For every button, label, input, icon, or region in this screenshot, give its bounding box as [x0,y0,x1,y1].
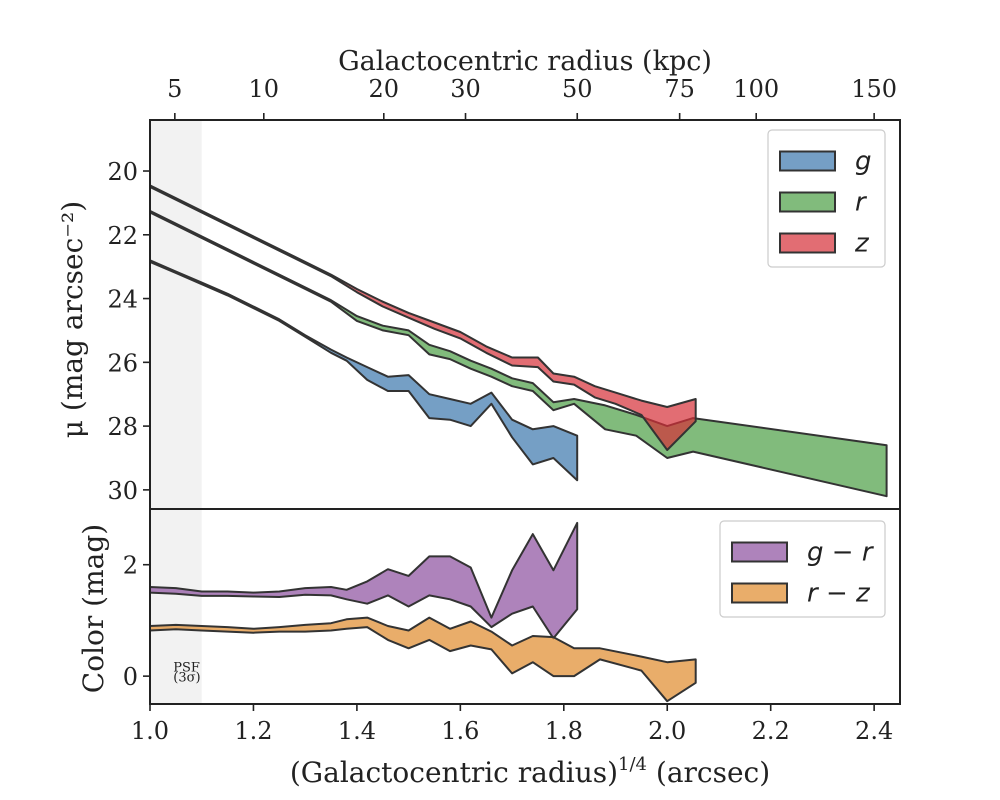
psf-region-top [150,120,202,509]
kpc-tick-label: 30 [450,75,481,103]
kpc-tick-label: 20 [369,75,400,103]
legend-swatch [731,582,788,604]
x-tick-label: 1.4 [338,717,376,745]
kpc-tick-label: 75 [664,75,695,103]
legend-label: r − z [807,579,871,609]
kpc-tick-label: 5 [167,75,182,103]
psf-annotation-line1: PSF [173,661,200,676]
y-tick-label: 22 [107,222,138,250]
color-y-tick-label: 0 [123,663,138,691]
x-tick-label: 1.2 [234,717,272,745]
y-axis-label-top: μ (mag arcsec⁻²) [56,201,89,438]
x-ticks-bottom: 1.0 1.2 1.4 1.6 1.8 2.0 2.2 2.4 [131,704,893,745]
kpc-tick-label: 100 [733,75,779,103]
x-axis-label-tail: (arcsec) [647,756,770,789]
x-tick-label: 1.6 [441,717,479,745]
legend-swatch [779,191,836,213]
kpc-tick-label: 150 [851,75,897,103]
y-tick-label: 30 [107,477,138,505]
x-tick-label: 2.0 [648,717,686,745]
color-band-0 [149,521,579,640]
y-ticks-top: 20 22 24 26 28 30 [107,158,150,505]
bottom-panel-frame [149,508,901,705]
x-tick-label: 2.2 [752,717,790,745]
kpc-axis-ticks: 5 10 20 30 50 75 100 150 [167,75,897,120]
color-y-tick-label: 2 [123,552,138,580]
y-axis-label-bottom: Color (mag) [77,524,110,693]
y-tick-label: 20 [107,158,138,186]
color-panel: 02 1.0 1.2 1.4 1.6 1.8 2.0 2.2 2.4 PSF (3σ) Col… [77,508,901,789]
legend-label: g − r [807,538,875,568]
legend-swatch [779,232,836,254]
x-tick-label: 1.0 [131,717,169,745]
x-tick-label: 1.8 [545,717,583,745]
psf-annotation-line2: (3σ) [173,671,200,686]
top-axis-label: Galactocentric radius (kpc) [338,46,712,77]
y-tick-label: 28 [107,413,138,441]
band-r [149,209,888,498]
y-tick-label: 24 [107,286,138,314]
x-axis-label-superscript: 1/4 [618,754,647,775]
kpc-tick-label: 10 [249,75,280,103]
surface-brightness-panel: 20 22 24 26 28 30 5 10 20 30 50 75 100 150 Galactoce… [56,46,901,510]
psf-region-bottom [150,509,202,704]
x-axis-label: (Galactocentric radius)1/4 (arcsec) [290,754,770,789]
surface-brightness-bands [149,184,888,498]
x-axis-label-main: (Galactocentric radius) [290,756,618,789]
y-ticks-bottom: 02 [123,552,150,691]
y-tick-label: 26 [107,349,138,377]
kpc-tick-label: 50 [562,75,593,103]
legend-label: g [855,147,872,177]
color-bands [149,521,697,703]
legend-swatch [731,541,788,563]
band-z [149,184,697,451]
x-tick-label: 2.4 [855,717,893,745]
legend-bottom: g − r r − z [719,520,886,618]
legend-top: grz [767,129,886,268]
legend-swatch [779,150,836,172]
legend-label: r [855,188,868,218]
color-band-1 [149,616,697,703]
band-g [149,259,579,482]
legend-label: z [854,229,870,259]
